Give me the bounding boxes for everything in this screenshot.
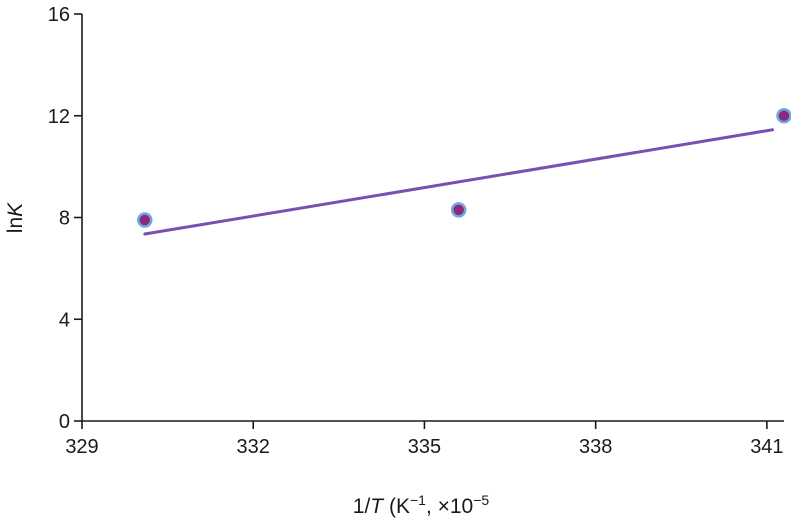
y-tick-label: 8 [59, 208, 70, 230]
x-tick-label: 329 [65, 436, 98, 458]
x-tick-label: 332 [237, 436, 270, 458]
x-tick-label: 338 [579, 436, 612, 458]
data-point [137, 212, 153, 228]
y-axis-title: lnK [4, 202, 27, 233]
y-tick-label: 0 [59, 411, 70, 433]
plot-area [137, 108, 791, 236]
fit-line [143, 128, 775, 236]
x-axis-title: 1/T (K−1, ×10−5 [353, 492, 490, 518]
x-tick-label: 335 [408, 436, 441, 458]
data-point [450, 202, 467, 218]
y-tick-label: 4 [59, 309, 70, 331]
y-tick-label: 12 [48, 106, 70, 128]
x-axis-ticks: 329 332 335 338 341 [65, 421, 784, 458]
data-point [776, 108, 791, 124]
y-axis-ticks: 0 4 8 12 16 [48, 4, 82, 433]
x-tick-label: 341 [750, 436, 783, 458]
axes [81, 14, 784, 422]
y-tick-label: 16 [48, 4, 70, 26]
